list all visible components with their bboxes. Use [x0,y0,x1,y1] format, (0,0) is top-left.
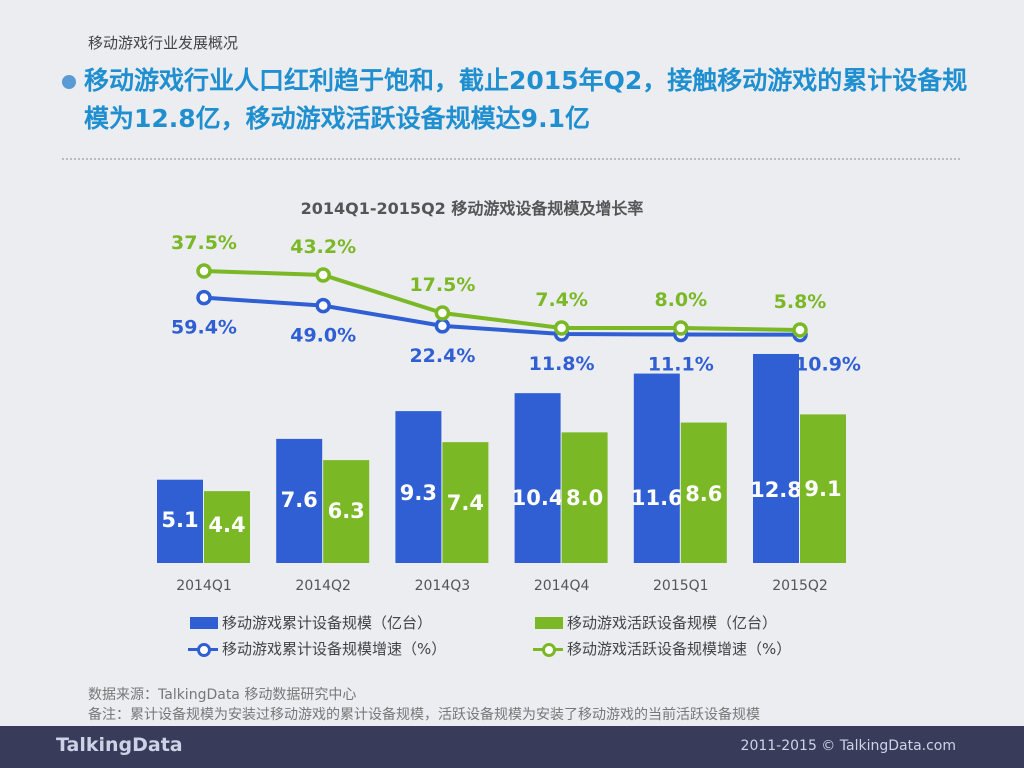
bar-data-label: 9.1 [804,477,841,501]
line-data-label: 49.0% [290,325,356,347]
data-source: 数据来源：TalkingData 移动数据研究中心 [88,687,357,703]
legend-swatch [190,616,218,629]
bar-data-label: 7.4 [447,491,484,515]
bar [204,491,250,563]
footer: TalkingData 2011-2015 © TalkingData.com [0,726,1024,768]
bar [561,432,608,563]
legend-label: 移动游戏累计设备规模增速（%） [222,640,447,658]
divider [62,158,960,160]
bar-data-label: 7.6 [281,488,318,512]
line-data-label: 22.4% [409,345,475,367]
legend-item-active-line: 移动游戏活跃设备规模增速（%） [533,638,791,659]
x-tick-label: 2015Q1 [653,578,709,594]
line-data-label: 5.8% [774,291,827,313]
line-point [315,267,331,283]
line-data-label: 8.0% [654,289,707,311]
x-tick-label: 2014Q2 [295,578,351,594]
bar-data-label: 8.0 [566,486,603,510]
section-subtitle: 移动游戏行业发展概况 [88,34,239,52]
bar [800,414,846,563]
bar [633,373,680,563]
line-data-label: 10.9% [795,354,861,376]
bar-data-label: 5.1 [161,508,198,532]
headline: 移动游戏行业人口红利趋于饱和，截止2015年Q2，接触移动游戏的累计设备规模为1… [84,66,968,133]
line-point [196,263,212,279]
bar [753,353,799,563]
copyright: 2011-2015 © TalkingData.com [740,738,956,754]
x-tick-label: 2014Q3 [415,578,471,594]
line-point [315,297,331,314]
line-point [792,322,808,338]
chart-title: 2014Q1-2015Q2 移动游戏设备规模及增长率 [301,199,644,218]
line-data-label: 17.5% [409,274,475,296]
bar-data-label: 9.3 [400,481,437,505]
line-data-label: 37.5% [171,232,237,254]
line-point [196,289,212,306]
legend-label: 移动游戏活跃设备规模增速（%） [567,640,792,658]
line-data-label: 43.2% [290,236,356,258]
bullet-icon [62,75,76,89]
bar [395,411,442,563]
legend-line-marker [533,642,563,657]
bar [442,442,489,563]
bar-data-label: 4.4 [208,513,245,537]
legend-label: 移动游戏活跃设备规模（亿台） [567,614,778,632]
bar-data-label: 11.6 [631,486,683,510]
x-tick-label: 2015Q2 [772,578,828,594]
line-series [203,295,801,337]
talkingdata-logo: TalkingData [56,734,183,756]
bar [680,422,727,563]
bar-data-label: 8.6 [685,482,722,506]
legend-item-active-bar: 移动游戏活跃设备规模（亿台） [535,612,777,633]
legend-swatch [535,616,563,629]
bar-data-label: 10.4 [512,486,564,510]
chart: 2014Q1-2015Q2 移动游戏设备规模及增长率 2014Q1 2014Q2 2… [157,199,861,594]
bar [514,393,561,563]
x-tick-label: 2014Q1 [176,578,232,594]
bar [276,438,323,563]
line-point [434,305,451,321]
legend-line-marker [188,642,218,657]
line-data-label: 11.1% [648,354,714,376]
line-point [434,318,451,334]
legend-item-cum-bar: 移动游戏累计设备规模（亿台） [190,612,432,633]
x-tick-label: 2014Q4 [534,578,590,594]
line-data-label: 59.4% [171,317,237,339]
bar [157,479,203,563]
line-data-label: 7.4% [535,289,588,311]
line-point [553,320,570,336]
line-data-label: 11.8% [529,353,595,375]
legend-item-cum-line: .b:before{background:#2f5fd3}.b:after{bo… [188,638,446,659]
bar [323,460,370,563]
bar-data-label: 12.8 [750,478,802,502]
note: 备注：累计设备规模为安装过移动游戏的累计设备规模，活跃设备规模为安装了移动游戏的… [88,707,760,723]
line-series [203,269,801,332]
bar-data-label: 6.3 [328,499,365,523]
line-point [673,320,689,336]
legend-label: 移动游戏累计设备规模（亿台） [222,614,433,632]
